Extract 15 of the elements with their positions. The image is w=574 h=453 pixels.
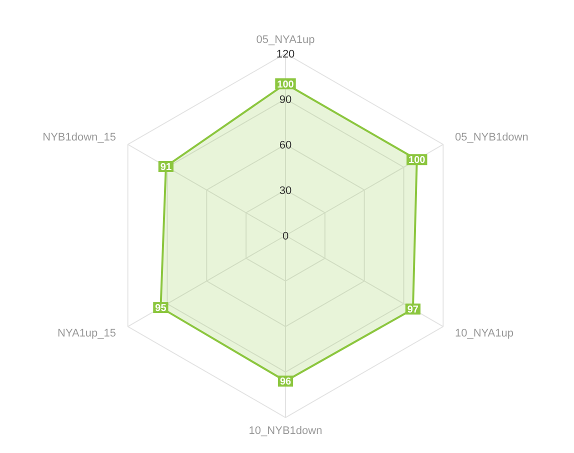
spoke-label: NYB1down_15	[42, 132, 116, 144]
y-tick-label: 120	[276, 48, 295, 60]
spoke-label: 10_NYB1down	[248, 425, 322, 438]
spoke-label: 10_NYA1up	[454, 327, 514, 340]
spoke-label: NYA1up_15	[58, 327, 116, 340]
data-label: 95	[155, 303, 167, 314]
y-tick-label: 90	[279, 94, 292, 106]
data-label: 91	[160, 162, 172, 173]
y-tick-label: 30	[279, 184, 292, 197]
data-label: 97	[407, 304, 419, 316]
y-tick-label: 60	[279, 139, 292, 152]
spoke-label: 05_NYB1down	[454, 132, 528, 144]
data-label: 96	[280, 376, 292, 388]
y-tick-label: 0	[282, 230, 289, 242]
spoke-label: 05_NYA1up	[256, 34, 315, 46]
